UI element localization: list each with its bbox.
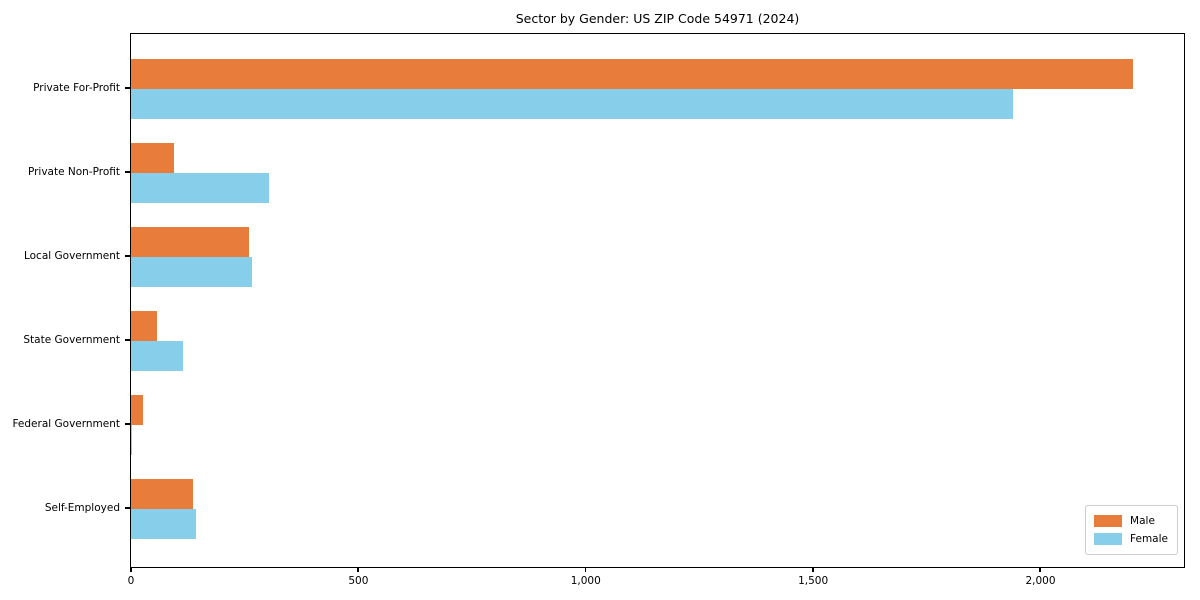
legend-item-male: Male: [1094, 512, 1168, 530]
y-tick-mark: [125, 255, 130, 257]
bar-male-2: [131, 227, 249, 257]
legend-swatch-male: [1094, 515, 1123, 527]
x-tick-mark: [130, 567, 132, 572]
y-tick-mark: [125, 339, 130, 341]
x-tick-label: 500: [348, 575, 369, 587]
x-tick-mark: [584, 567, 587, 572]
bar-male-3: [131, 311, 157, 341]
category-label: Private For-Profit: [33, 82, 120, 94]
category-label: Local Government: [23, 250, 120, 262]
category-label: Private Non-Profit: [27, 166, 120, 178]
x-tick-label: 1,000: [570, 575, 601, 587]
bar-male-5: [131, 479, 194, 509]
x-tick-label: 1,500: [798, 575, 829, 587]
y-tick-mark: [125, 87, 130, 89]
legend-item-female: Female: [1094, 530, 1168, 548]
x-tick-label: 0: [127, 575, 135, 587]
y-tick-mark: [125, 171, 130, 173]
legend-label: Male: [1130, 515, 1155, 527]
bar-female-1: [131, 173, 270, 203]
bar-female-5: [131, 509, 196, 539]
bar-male-0: [131, 59, 1134, 89]
legend-swatch-female: [1094, 533, 1123, 545]
x-tick-mark: [812, 567, 814, 572]
plot-area: Male Female: [130, 33, 1185, 568]
bar-female-4: [131, 425, 133, 455]
bar-female-3: [131, 341, 184, 371]
bar-male-1: [131, 143, 175, 173]
bar-male-4: [131, 395, 143, 425]
category-label: Federal Government: [12, 418, 120, 430]
x-tick-mark: [1039, 567, 1041, 572]
category-label: Self-Employed: [44, 502, 120, 514]
legend-label: Female: [1130, 533, 1168, 545]
x-tick-label: 2,000: [1025, 575, 1056, 587]
bar-female-2: [131, 257, 252, 287]
bar-female-0: [131, 89, 1013, 119]
chart-title: Sector by Gender: US ZIP Code 54971 (202…: [515, 11, 800, 26]
y-tick-mark: [125, 423, 130, 425]
legend: Male Female: [1085, 505, 1178, 555]
x-tick-mark: [357, 567, 359, 572]
category-label: State Government: [23, 334, 120, 346]
y-tick-mark: [125, 507, 130, 509]
